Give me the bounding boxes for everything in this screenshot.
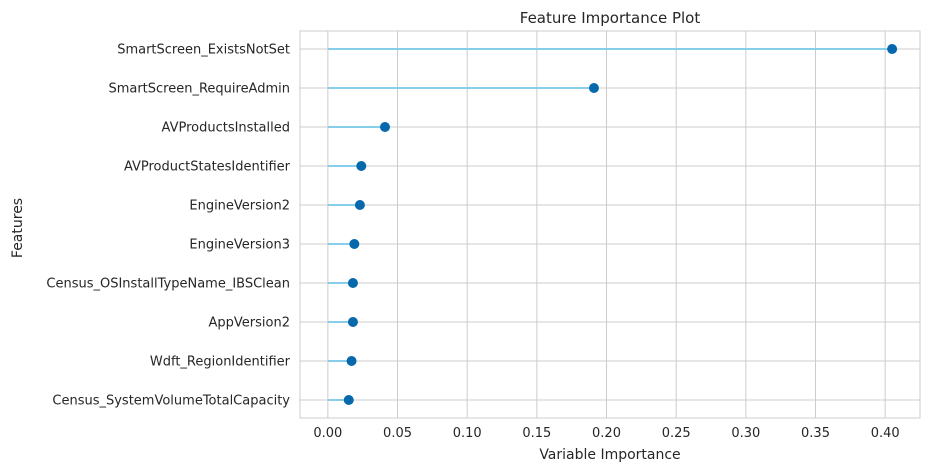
y-tick-label: EngineVersion2	[189, 199, 290, 214]
importance-marker	[347, 317, 358, 327]
importance-marker	[356, 161, 367, 171]
importance-marker	[343, 395, 354, 405]
x-tick-label: 0.40	[871, 426, 900, 441]
y-tick-label: Census_OSInstallTypeName_IBSClean	[46, 277, 290, 292]
markers	[343, 44, 898, 405]
x-tick-label: 0.30	[731, 426, 760, 441]
y-tick-label: SmartScreen_ExistsNotSet	[117, 43, 290, 58]
y-tick-label: SmartScreen_RequireAdmin	[108, 82, 290, 97]
y-tick-label: Wdft_RegionIdentifier	[150, 355, 291, 370]
y-axis-label: Features	[10, 198, 26, 258]
importance-marker	[379, 122, 390, 132]
importance-marker	[887, 44, 898, 54]
x-tick-label: 0.10	[453, 426, 482, 441]
x-axis-label: Variable Importance	[539, 447, 680, 463]
y-tick-label: EngineVersion3	[189, 238, 290, 253]
plot-frame	[299, 30, 921, 419]
importance-marker	[354, 200, 365, 210]
x-tick-label: 0.25	[662, 426, 691, 441]
y-tick-label: Census_SystemVolumeTotalCapacity	[52, 394, 290, 409]
x-tick-label: 0.00	[313, 426, 342, 441]
y-tick-label: AppVersion2	[209, 316, 290, 331]
y-tick-label: AVProductsInstalled	[162, 121, 290, 136]
y-tick-labels: SmartScreen_ExistsNotSet SmartScreen_Requ…	[46, 43, 290, 409]
x-tick-labels: 0.00 0.05 0.10 0.15 0.20 0.25 0.30 0.35 0.40	[313, 426, 899, 441]
importance-marker	[588, 83, 599, 93]
chart-title: Feature Importance Plot	[520, 9, 701, 27]
importance-marker	[347, 278, 358, 288]
x-tick-label: 0.20	[592, 426, 621, 441]
x-tick-label: 0.05	[383, 426, 412, 441]
x-tick-label: 0.15	[522, 426, 551, 441]
importance-marker	[346, 356, 357, 366]
x-tick-label: 0.35	[801, 426, 830, 441]
y-tick-label: AVProductStatesIdentifier	[124, 160, 291, 175]
importance-marker	[349, 239, 360, 249]
